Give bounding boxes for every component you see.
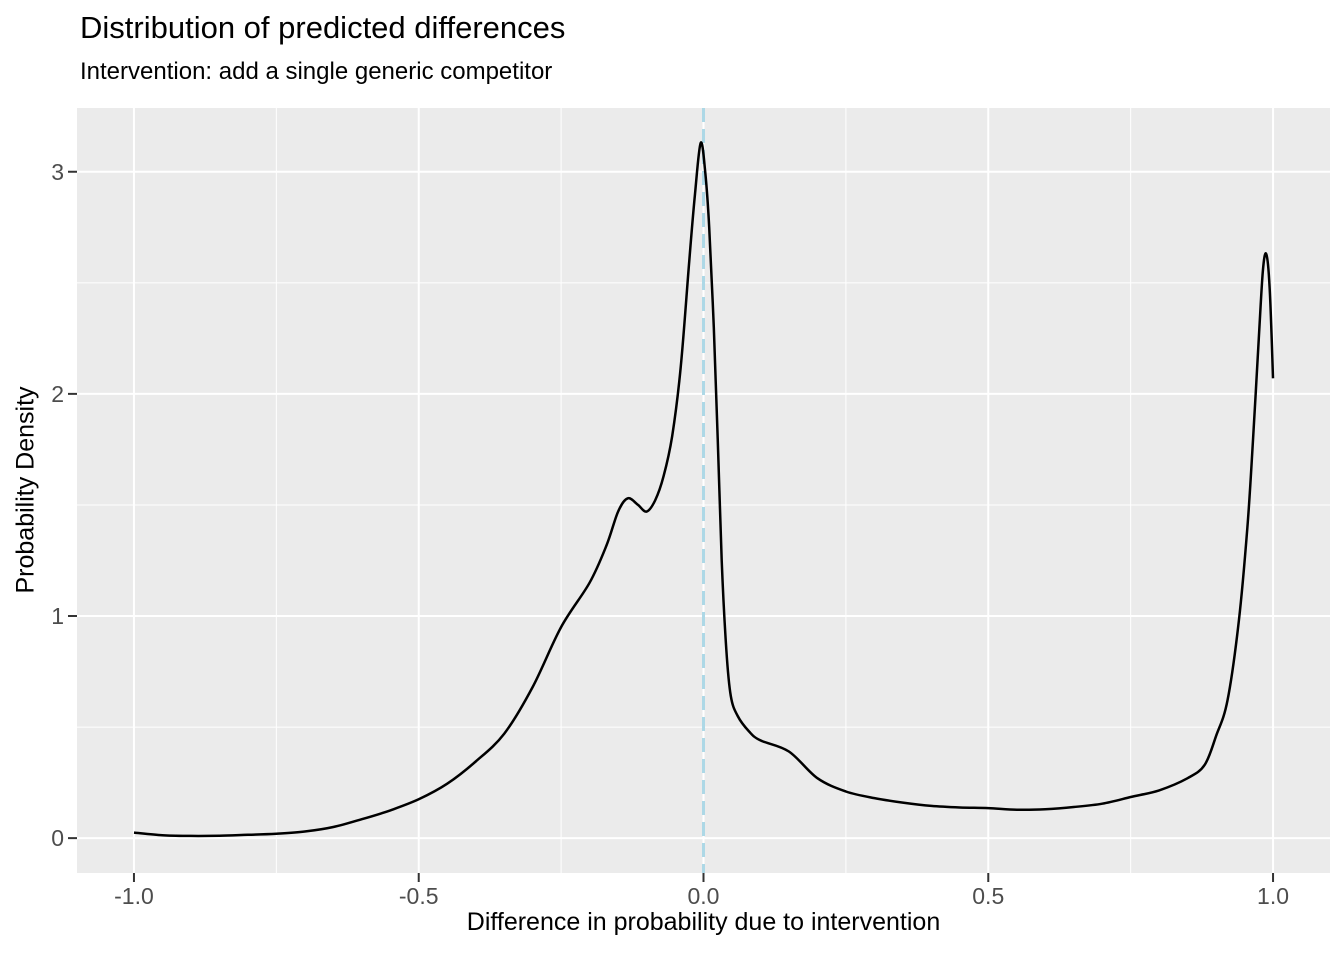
y-tick-label: 2 xyxy=(51,380,64,407)
density-curve xyxy=(133,141,1275,838)
x-tick-label: 0.0 xyxy=(687,883,720,909)
x-tick-label: -1.0 xyxy=(114,883,154,909)
y-tick-label: 3 xyxy=(51,158,64,185)
y-tick-label: 0 xyxy=(51,825,64,852)
x-tick-label: 0.5 xyxy=(972,883,1005,909)
y-axis-title: Probability Density xyxy=(11,386,40,594)
x-axis-title: Difference in probability due to interve… xyxy=(466,908,941,936)
x-tick-label: 1.0 xyxy=(1257,883,1290,909)
x-tick-label: -0.5 xyxy=(398,883,439,909)
plot-subtitle: Intervention: add a single generic compe… xyxy=(80,58,553,85)
y-tick-label: 1 xyxy=(51,603,64,629)
plot-title: Distribution of predicted differences xyxy=(80,10,566,45)
